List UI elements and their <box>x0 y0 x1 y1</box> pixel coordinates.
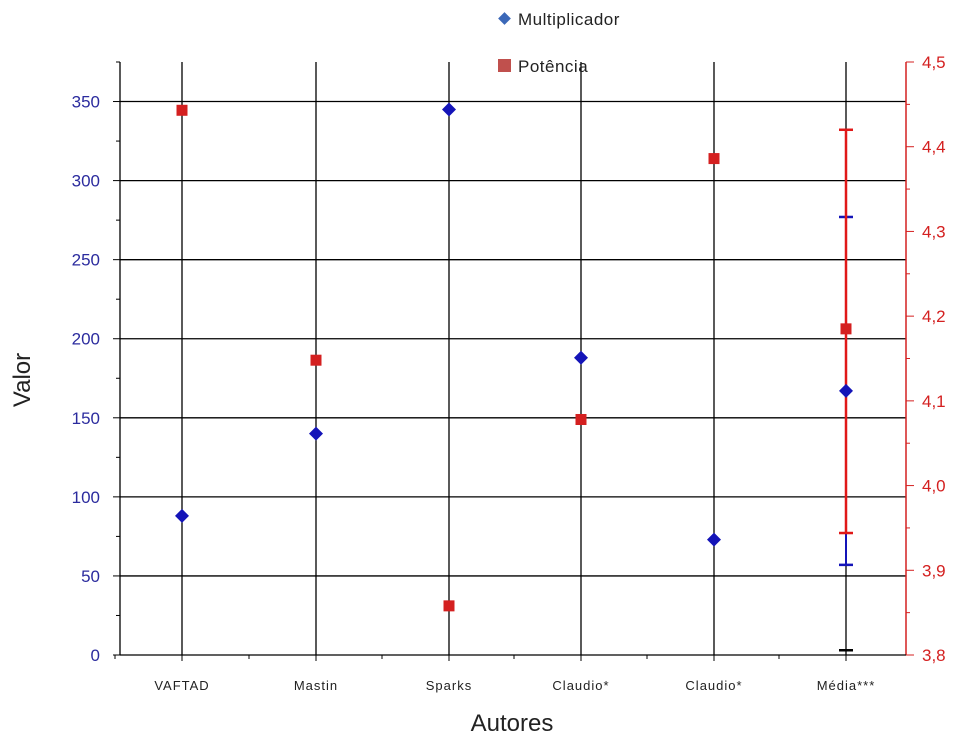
left-tick-label: 150 <box>72 409 100 428</box>
x-axis-title: Autores <box>471 710 554 737</box>
legend-potencia-label: Potência <box>518 57 588 76</box>
left-tick-label: 250 <box>72 251 100 270</box>
left-tick-label: 0 <box>91 646 100 665</box>
x-axis: VAFTAD Mastin Sparks Claudio* Claudio* Média*… <box>114 654 906 693</box>
right-tick-label: 4,1 <box>922 392 946 411</box>
potencia-point <box>840 323 852 335</box>
potencia-point <box>443 600 455 612</box>
right-tick-label: 4,2 <box>922 307 946 326</box>
left-tick-label: 300 <box>72 172 100 191</box>
multiplicador-point <box>309 426 323 441</box>
multiplicador-point <box>175 508 189 523</box>
y-axis-title: Valor <box>9 353 36 407</box>
x-tick-label: VAFTAD <box>154 678 209 693</box>
multiplicador-point <box>707 532 721 547</box>
x-tick-label: Média*** <box>817 678 876 693</box>
right-tick-label: 4,3 <box>922 222 946 241</box>
legend-multiplicador-label: Multiplicador <box>518 10 620 29</box>
left-tick-label: 100 <box>72 488 100 507</box>
x-tick-label: Sparks <box>426 678 472 693</box>
multiplicador-point <box>839 383 853 398</box>
left-tick-label: 200 <box>72 330 100 349</box>
potencia-point <box>176 104 188 116</box>
x-tick-label: Claudio* <box>685 678 742 693</box>
grid-lines <box>120 62 906 655</box>
right-tick-label: 3,8 <box>922 646 946 665</box>
potencia-point <box>575 413 587 425</box>
legend-potencia-marker <box>498 59 511 72</box>
left-tick-label: 50 <box>81 567 100 586</box>
right-tick-label: 3,9 <box>922 561 946 580</box>
multiplicador-point <box>574 350 588 365</box>
right-tick-label: 4,0 <box>922 477 946 496</box>
potencia-point <box>708 153 720 165</box>
legend: Multiplicador Potência <box>498 10 620 76</box>
x-tick-label: Claudio* <box>552 678 609 693</box>
right-y-axis: 3,8 3,9 4,0 4,1 4,2 4,3 4,4 4,5 <box>905 53 946 665</box>
data-points <box>175 102 853 652</box>
left-tick-label: 350 <box>72 93 100 112</box>
potencia-point <box>310 354 322 366</box>
right-tick-label: 4,5 <box>922 53 946 72</box>
left-y-axis: 0 50 100 150 200 250 300 350 <box>72 61 121 665</box>
multiplicador-point <box>442 102 456 117</box>
right-tick-label: 4,4 <box>922 138 946 157</box>
x-tick-label: Mastin <box>294 678 338 693</box>
legend-multiplicador-marker <box>498 12 511 25</box>
error-bars <box>839 128 853 567</box>
